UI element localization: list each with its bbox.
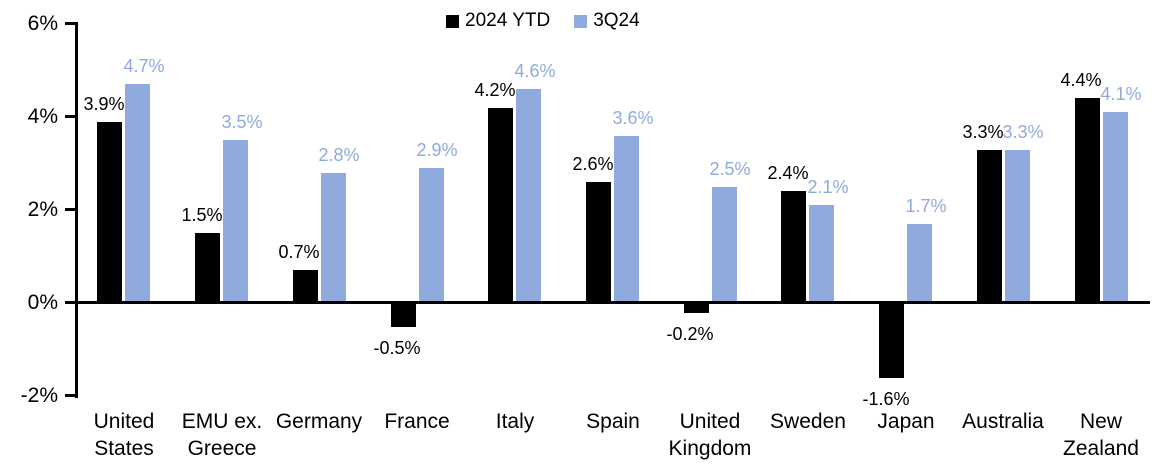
bar-value-label-2024-ytd-united-states: 3.9% bbox=[83, 94, 125, 114]
bar-3q24-italy bbox=[516, 89, 541, 303]
bar-3q24-united-kingdom bbox=[712, 187, 737, 303]
legend-label-2024-ytd: 2024 YTD bbox=[465, 10, 551, 31]
bar-value-label-3q24-italy: 4.6% bbox=[514, 61, 556, 81]
bar-3q24-emu-ex-greece bbox=[223, 140, 248, 303]
bar-value-label-3q24-emu-ex-greece: 3.5% bbox=[221, 112, 263, 132]
y-axis-line bbox=[75, 22, 78, 398]
bar-value-label-2024-ytd-spain: 2.6% bbox=[572, 154, 614, 174]
bar-2024-ytd-united-kingdom bbox=[684, 304, 709, 313]
bar-value-label-2024-ytd-emu-ex-greece: 1.5% bbox=[181, 205, 223, 225]
bar-value-label-3q24-sweden: 2.1% bbox=[807, 177, 849, 197]
y-axis-tick-label-6: 6% bbox=[27, 12, 58, 35]
bar-2024-ytd-sweden bbox=[781, 191, 806, 303]
bar-2024-ytd-australia bbox=[977, 150, 1002, 303]
bar-2024-ytd-france bbox=[391, 304, 416, 327]
bar-value-label-2024-ytd-australia: 3.3% bbox=[962, 122, 1004, 142]
y-axis-tick-mark-2 bbox=[65, 208, 75, 211]
bar-value-label-2024-ytd-germany: 0.7% bbox=[278, 242, 320, 262]
bar-3q24-japan bbox=[907, 224, 932, 303]
bar-value-label-3q24-germany: 2.8% bbox=[318, 145, 360, 165]
y-axis-tick-label-4: 4% bbox=[27, 105, 58, 128]
y-axis-tick-mark-6 bbox=[65, 22, 75, 25]
bar-value-label-3q24-japan: 1.7% bbox=[905, 196, 947, 216]
bar-value-label-2024-ytd-france: -0.5% bbox=[373, 338, 421, 358]
bar-2024-ytd-spain bbox=[586, 182, 611, 303]
x-axis-category-label-australia: Australia bbox=[962, 410, 1044, 433]
x-axis-category-label-emu-ex-greece: EMU ex. Greece bbox=[181, 410, 263, 460]
x-axis-category-label-italy: Italy bbox=[495, 410, 535, 433]
bar-value-label-3q24-spain: 3.6% bbox=[612, 108, 654, 128]
bar-value-label-2024-ytd-japan: -1.6% bbox=[862, 389, 910, 409]
bar-2024-ytd-germany bbox=[293, 270, 318, 303]
bar-2024-ytd-italy bbox=[488, 108, 513, 303]
y-axis-tick-label-2: 2% bbox=[27, 198, 58, 221]
bar-value-label-3q24-australia: 3.3% bbox=[1002, 122, 1044, 142]
x-axis-category-label-united-kingdom: United Kingdom bbox=[668, 410, 752, 460]
x-axis-category-label-new-zealand: New Zealand bbox=[1063, 410, 1139, 460]
bar-value-label-3q24-new-zealand: 4.1% bbox=[1100, 84, 1142, 104]
bar-2024-ytd-united-states bbox=[97, 122, 122, 303]
bar-value-label-2024-ytd-united-kingdom: -0.2% bbox=[666, 324, 714, 344]
bar-2024-ytd-japan bbox=[879, 304, 904, 378]
bar-3q24-sweden bbox=[809, 205, 834, 303]
legend-item-2024-ytd: 2024 YTD bbox=[446, 10, 550, 32]
y-axis-tick-label-0: 0% bbox=[27, 291, 58, 314]
bar-value-label-3q24-united-kingdom: 2.5% bbox=[709, 159, 751, 179]
bar-value-label-3q24-france: 2.9% bbox=[416, 140, 458, 160]
x-axis-category-label-japan: Japan bbox=[877, 410, 935, 433]
bar-3q24-germany bbox=[321, 173, 346, 303]
x-axis-category-label-france: France bbox=[384, 410, 450, 433]
bar-3q24-spain bbox=[614, 136, 639, 303]
y-axis-tick-label-2: -2% bbox=[20, 384, 58, 407]
bar-value-label-2024-ytd-sweden: 2.4% bbox=[767, 163, 809, 183]
y-axis-tick-mark-4 bbox=[65, 115, 75, 118]
bar-3q24-united-states bbox=[125, 84, 150, 303]
chart-legend: 2024 YTD 3Q24 bbox=[446, 10, 640, 32]
legend-swatch-2024-ytd-icon bbox=[446, 14, 459, 28]
legend-item-3q24: 3Q24 bbox=[574, 10, 640, 32]
x-axis-category-label-germany: Germany bbox=[275, 410, 363, 433]
bar-value-label-3q24-united-states: 4.7% bbox=[123, 56, 165, 76]
x-axis-category-label-united-states: United States bbox=[93, 410, 155, 460]
legend-label-3q24: 3Q24 bbox=[593, 10, 640, 31]
bar-3q24-new-zealand bbox=[1103, 112, 1128, 303]
x-axis-zero-line bbox=[75, 301, 1150, 304]
bar-value-label-2024-ytd-new-zealand: 4.4% bbox=[1060, 70, 1102, 90]
y-axis-tick-mark-0 bbox=[65, 301, 75, 304]
x-axis-category-label-sweden: Sweden bbox=[770, 410, 846, 433]
x-axis-category-label-spain: Spain bbox=[586, 410, 640, 433]
y-axis-tick-mark-2 bbox=[65, 394, 75, 397]
bar-3q24-australia bbox=[1005, 150, 1030, 303]
legend-swatch-3q24-icon bbox=[574, 14, 588, 28]
bar-2024-ytd-new-zealand bbox=[1075, 98, 1100, 303]
bar-2024-ytd-emu-ex-greece bbox=[195, 233, 220, 303]
bar-3q24-france bbox=[419, 168, 444, 303]
bar-value-label-2024-ytd-italy: 4.2% bbox=[474, 80, 516, 100]
